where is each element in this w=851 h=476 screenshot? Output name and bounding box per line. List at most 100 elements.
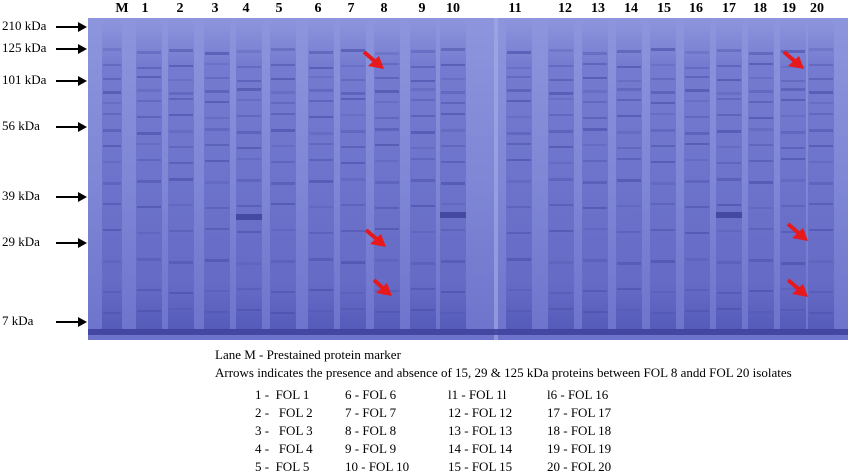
gel-band — [169, 230, 193, 232]
gel-band — [617, 309, 641, 311]
gel-band — [237, 158, 261, 160]
lane-label-4: 4 — [242, 1, 250, 16]
lane-label-9: 9 — [418, 1, 426, 16]
marker-arrow-101 — [56, 80, 80, 82]
gel-band — [169, 292, 193, 294]
gel-band-strong — [716, 212, 742, 218]
gel-band — [685, 258, 709, 261]
marker-arrow-29 — [56, 242, 80, 244]
gel-band — [309, 76, 333, 78]
gel-band-strong — [236, 214, 262, 220]
gel-band — [169, 114, 193, 116]
lane-label-14: 14 — [624, 1, 638, 16]
gel-band — [617, 88, 641, 91]
gel-band — [651, 161, 675, 163]
gel-band — [137, 100, 161, 102]
gel-band — [809, 229, 833, 231]
gel-band — [549, 178, 573, 181]
gel-band — [205, 228, 229, 230]
gel-band — [441, 203, 465, 205]
gel-band — [549, 146, 573, 148]
gel-band — [309, 289, 333, 291]
gel-band — [781, 288, 805, 290]
gel-band — [809, 145, 833, 147]
gel-band — [375, 228, 399, 230]
gel-band — [549, 204, 573, 206]
legend-item: 15 - FOL 15 — [448, 459, 513, 474]
gel-band — [651, 203, 675, 205]
gel-band — [341, 49, 365, 52]
gel-band — [309, 51, 333, 54]
gel-band — [507, 289, 531, 291]
gel-band — [781, 262, 805, 265]
gel-band — [781, 147, 805, 149]
gel-band — [169, 146, 193, 148]
gel-band — [271, 91, 295, 94]
gel-band — [549, 65, 573, 67]
gel-band — [809, 102, 833, 104]
gel-band — [411, 88, 435, 91]
gel-band — [617, 179, 641, 182]
lane-label-3: 3 — [211, 1, 219, 16]
gel-seam — [494, 18, 498, 340]
gel-band — [169, 49, 193, 52]
gel-band — [717, 49, 741, 52]
gel-band — [103, 129, 121, 132]
gel-band — [341, 98, 365, 100]
gel-band — [507, 180, 531, 183]
gel-band — [617, 99, 641, 101]
gel-band — [309, 206, 333, 208]
gel-band — [237, 50, 261, 53]
gel-band — [441, 312, 465, 314]
legend-column-2: 6 - FOL 6 7 - FOL 7 8 - FOL 8 9 - FOL 9 … — [345, 386, 409, 476]
gel-band — [271, 291, 295, 293]
gel-band — [103, 312, 121, 314]
lane-label-15: 15 — [657, 1, 671, 16]
gel-lane — [582, 18, 608, 330]
gel-band — [137, 206, 161, 208]
gel-lane — [616, 18, 642, 330]
gel-band — [749, 52, 773, 55]
gel-lane — [236, 18, 262, 330]
gel-band — [717, 261, 741, 264]
gel-band — [685, 67, 709, 69]
gel-band — [549, 92, 573, 95]
gel-band — [103, 145, 121, 147]
gel-band — [103, 91, 121, 94]
marker-arrow-125 — [56, 48, 80, 50]
gel-band — [749, 63, 773, 65]
gel-band — [651, 291, 675, 293]
gel-band — [205, 259, 229, 262]
gel-band — [237, 205, 261, 207]
gel-band — [507, 206, 531, 208]
gel-band — [375, 63, 399, 65]
gel-band — [583, 311, 607, 313]
gel-band — [717, 92, 741, 95]
lane-label-20: 20 — [810, 1, 824, 16]
gel-band — [583, 90, 607, 93]
gel-band — [205, 52, 229, 55]
gel-band — [375, 207, 399, 209]
gel-band — [441, 260, 465, 263]
gel-band — [583, 160, 607, 162]
gel-band — [549, 114, 573, 116]
gel-band — [717, 308, 741, 310]
caption-arrow-note: Arrows indicates the presence and absenc… — [215, 365, 792, 380]
marker-arrow-head-56 — [78, 122, 87, 132]
marker-arrow-head-29 — [78, 238, 87, 248]
gel-band — [205, 117, 229, 119]
gel-band — [749, 101, 773, 103]
gel-band — [717, 98, 741, 100]
red-arrow-lane8-125kda — [362, 50, 384, 69]
gel-band — [375, 144, 399, 146]
gel-band — [617, 80, 641, 82]
gel-band — [169, 92, 193, 95]
gel-band — [749, 128, 773, 131]
gel-band — [271, 229, 295, 231]
gel-band — [137, 89, 161, 92]
gel-band — [685, 89, 709, 92]
gel-band — [237, 231, 261, 233]
gel-band — [411, 66, 435, 68]
gel-band — [549, 261, 573, 264]
